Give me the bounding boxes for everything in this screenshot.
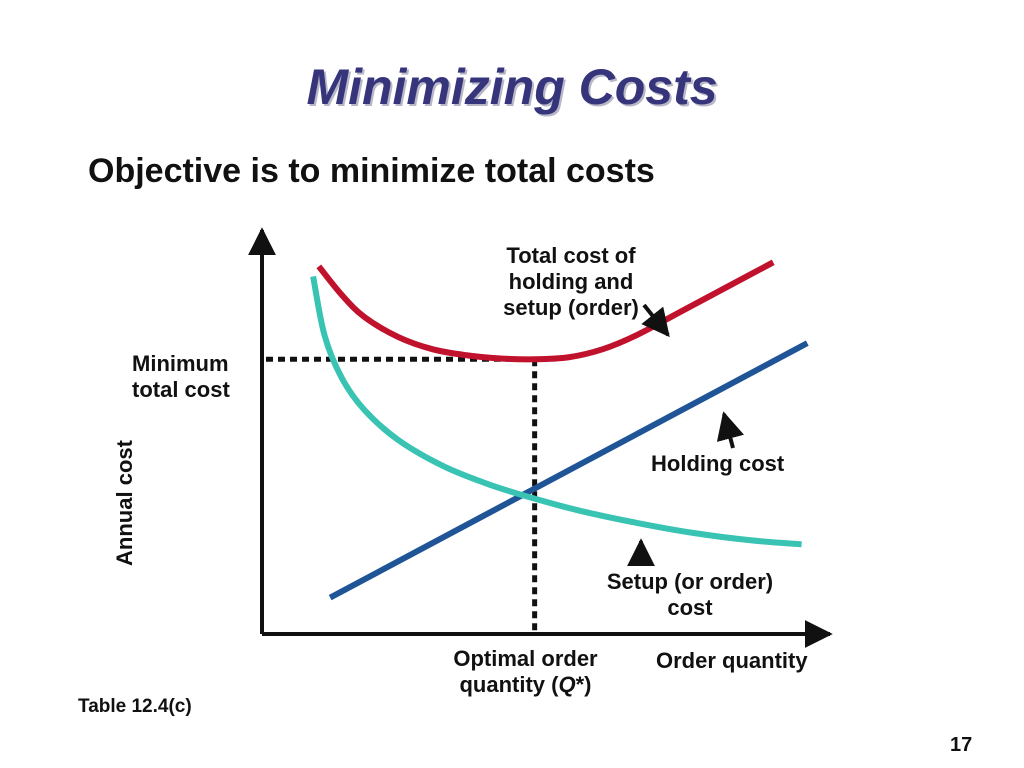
min-total-cost-label-line: total cost — [132, 377, 230, 402]
holding-cost-pointer-arrow — [716, 411, 744, 449]
optimal-q-line-2: quantity (Q*) — [428, 672, 623, 698]
total-cost-label-line: holding and — [508, 269, 634, 294]
optimal-q-suffix: *) — [575, 672, 592, 697]
total-cost-pointer-arrow — [641, 303, 670, 338]
min-total-cost-label-line: Minimum — [132, 351, 229, 376]
min-total-cost-label: Minimum total cost — [132, 351, 230, 403]
total-cost-label-line: Total cost of — [506, 243, 636, 268]
optimal-q-line-2-text: quantity ( — [459, 672, 559, 697]
setup-cost-label-line: Setup (or order) — [606, 569, 774, 594]
y-axis-label: Annual cost — [112, 440, 137, 566]
table-reference: Table 12.4(c) — [78, 696, 192, 717]
setup-cost-label: Setup (or order) cost — [585, 569, 795, 621]
total-cost-line — [316, 259, 775, 363]
holding-cost-line — [328, 340, 809, 601]
slide-title: Minimizing Costs — [306, 59, 718, 115]
holding-cost-label: Holding cost — [651, 451, 785, 476]
total-cost-label-line: setup (order) — [503, 295, 639, 320]
total-cost-label: Total cost of holding and setup (order) — [482, 243, 660, 321]
slide-subtitle: Objective is to minimize total costs — [88, 152, 655, 190]
page-number: 17 — [950, 734, 973, 756]
x-axis-label: Order quantity — [656, 648, 808, 673]
setup-cost-line — [310, 275, 802, 548]
optimal-q-symbol: Q — [558, 672, 576, 697]
optimal-order-quantity-label: Optimal order quantity (Q*) — [428, 646, 623, 698]
setup-cost-label-line: cost — [667, 595, 713, 620]
optimal-q-line-1: Optimal order — [453, 646, 598, 671]
